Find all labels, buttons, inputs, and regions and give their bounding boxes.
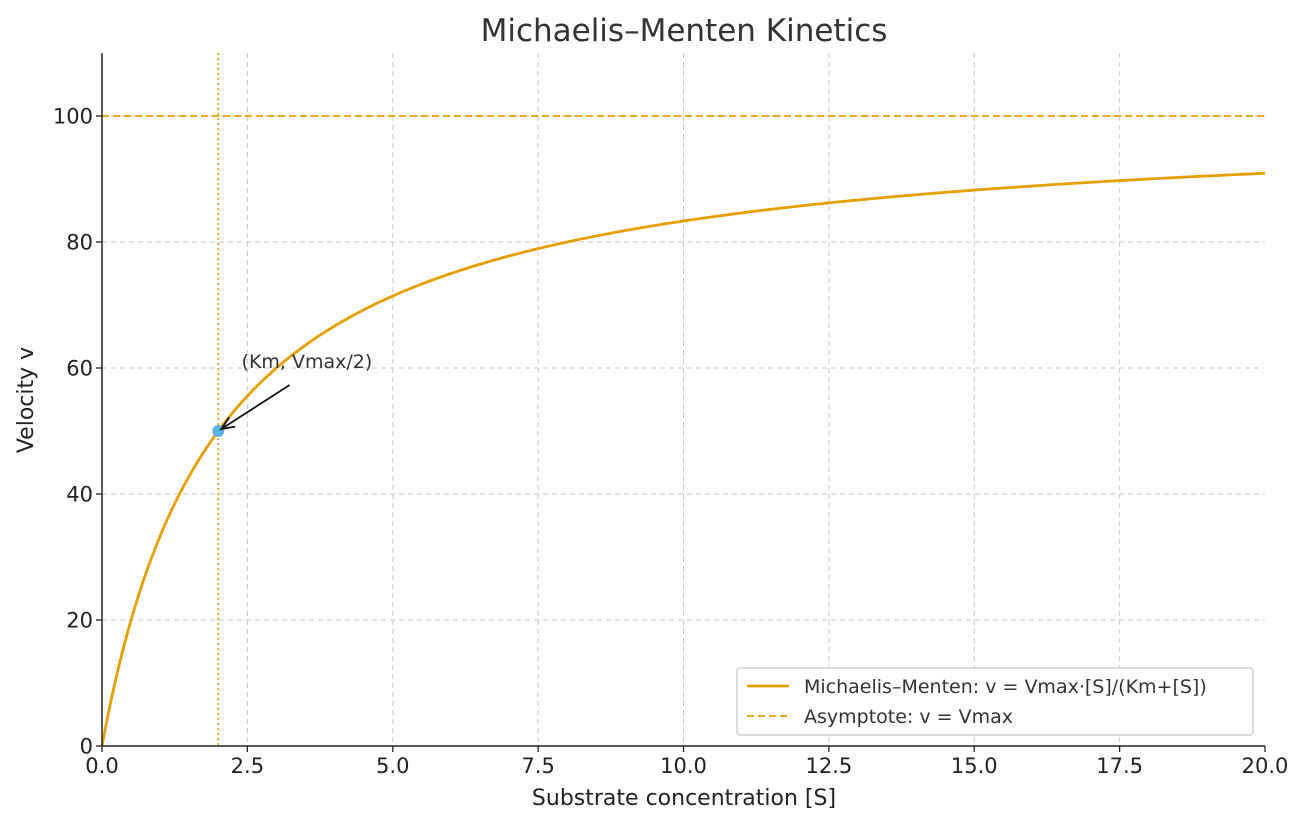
y-tick-label: 20 [66,609,93,633]
x-tick-label: 10.0 [660,754,707,778]
tick-labels: 0.0 2.5 5.0 7.5 10.0 12.5 15.0 17.5 20.0 0 20 40 60 8… [53,105,1288,779]
annotation: (Km, Vmax/2) [219,351,373,431]
annotation-arrowhead [219,416,236,431]
y-tick-label: 40 [66,483,93,507]
x-tick-label: 20.0 [1242,754,1289,778]
x-tick-label: 15.0 [951,754,998,778]
legend-entry-asymptote: Asymptote: v = Vmax [804,706,1013,728]
annotation-label: (Km, Vmax/2) [242,351,373,373]
x-tick-label: 17.5 [1096,754,1143,778]
legend-frame [736,667,1254,736]
michaelis-menten-curve [100,171,1266,747]
y-tick-label: 100 [53,105,93,129]
y-tick-label: 60 [66,357,93,381]
legend: Michaelis–Menten: v = Vmax·[S]/(Km+[S]) … [736,667,1254,736]
x-tick-label: 0.0 [85,754,118,778]
series-layer [100,115,1266,747]
x-tick-label: 12.5 [805,754,852,778]
x-axis-label: Substrate concentration [S] [532,786,836,811]
legend-entry-curve: Michaelis–Menten: v = Vmax·[S]/(Km+[S]) [804,676,1207,698]
x-tick-label: 5.0 [376,754,409,778]
grid [102,53,1265,746]
axes [96,53,1266,752]
annotation-arrow [220,384,291,430]
x-tick-label: 7.5 [521,754,554,778]
chart-title: Michaelis–Menten Kinetics [481,13,888,49]
y-tick-label: 80 [66,231,93,255]
x-tick-label: 2.5 [231,754,264,778]
y-axis-label: Velocity v [14,347,39,453]
y-tick-label: 0 [80,735,93,759]
